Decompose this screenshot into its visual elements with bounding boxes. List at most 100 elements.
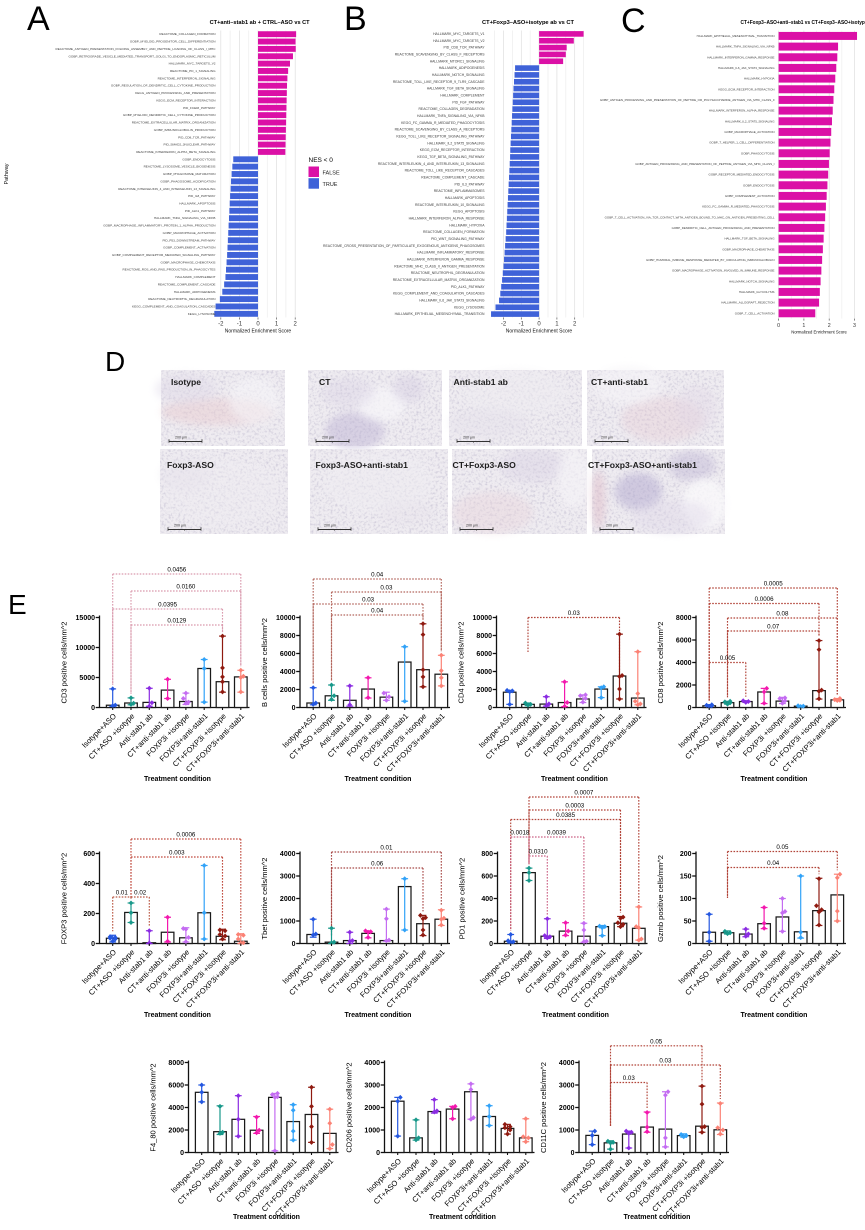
svg-text:Treatment condition: Treatment condition — [541, 776, 608, 783]
svg-text:0: 0 — [292, 705, 296, 712]
svg-text:3000: 3000 — [280, 873, 296, 880]
svg-text:0.01: 0.01 — [380, 845, 393, 852]
svg-text:2000: 2000 — [476, 687, 492, 694]
svg-text:Treatment condition: Treatment condition — [345, 776, 412, 783]
svg-text:PID_CD8_TCR_PATHWAY: PID_CD8_TCR_PATHWAY — [444, 46, 486, 50]
svg-text:Normalized Enrichment Score: Normalized Enrichment Score — [791, 330, 847, 335]
svg-text:0.04: 0.04 — [371, 572, 384, 579]
svg-text:HALLMARK_TNFA_SIGNALING_VIA_NF: HALLMARK_TNFA_SIGNALING_VIA_NFKB — [154, 216, 216, 220]
svg-text:HALLMARK_IL2_STAT5_SIGNALING: HALLMARK_IL2_STAT5_SIGNALING — [725, 119, 775, 123]
svg-text:CD3 positive cells/mm^2: CD3 positive cells/mm^2 — [60, 622, 69, 704]
svg-text:200 μm: 200 μm — [606, 524, 618, 528]
svg-text:6000: 6000 — [280, 651, 296, 658]
svg-text:0: 0 — [180, 1150, 184, 1157]
svg-text:GOBP_COMPLEMENT_ACTIVATION: GOBP_COMPLEMENT_ACTIVATION — [725, 194, 775, 198]
svg-text:CT+Foxp3–ASO+isotype ab vs CT: CT+Foxp3–ASO+isotype ab vs CT — [482, 20, 575, 26]
svg-text:HALLMARK_HYPOXIA: HALLMARK_HYPOXIA — [744, 77, 775, 81]
svg-text:0.0018: 0.0018 — [510, 830, 529, 837]
svg-text:NES < 0: NES < 0 — [309, 157, 334, 164]
svg-text:HALLMARK_INTERFERON_ALPHA_RESP: HALLMARK_INTERFERON_ALPHA_RESPONSE — [409, 217, 486, 221]
svg-text:0.03: 0.03 — [380, 585, 393, 592]
svg-text:Anti-stab1 ab: Anti-stab1 ab — [454, 377, 508, 387]
svg-text:0: 0 — [571, 1150, 575, 1157]
svg-text:1000: 1000 — [559, 1127, 575, 1134]
svg-text:REACTOME_NEUTROPHIL_DEGRANULAT: REACTOME_NEUTROPHIL_DEGRANULATION — [411, 271, 485, 275]
svg-text:0: 0 — [688, 705, 692, 712]
svg-text:Treatment condition: Treatment condition — [345, 1012, 412, 1019]
svg-text:TRUE: TRUE — [323, 182, 338, 188]
svg-text:5000: 5000 — [79, 675, 95, 682]
svg-text:GOBP_MYELOID_PROGENITOR_CELL_D: GOBP_MYELOID_PROGENITOR_CELL_DIFFERENTIA… — [130, 40, 216, 44]
svg-text:0.0005: 0.0005 — [764, 581, 783, 588]
svg-text:Treatment condition: Treatment condition — [144, 776, 211, 783]
svg-text:REACTOME_COLLAGEN_FORMATION: REACTOME_COLLAGEN_FORMATION — [423, 230, 485, 234]
svg-text:HALLMARK_INFLAMMATORY_RESPONSE: HALLMARK_INFLAMMATORY_RESPONSE — [417, 251, 485, 255]
svg-text:GOBP_MACROPHAGE_CHEMOTAXIS: GOBP_MACROPHAGE_CHEMOTAXIS — [161, 260, 216, 264]
svg-text:HALLMARK_ALLOGRAFT_REJECTION: HALLMARK_ALLOGRAFT_REJECTION — [721, 301, 774, 305]
svg-text:HALLMARK_IL6_JAK_STAT3_SIGNALI: HALLMARK_IL6_JAK_STAT3_SIGNALING — [718, 66, 775, 70]
svg-text:PID_ALK1_PATHWAY: PID_ALK1_PATHWAY — [185, 209, 216, 213]
svg-text:0.04: 0.04 — [767, 860, 780, 867]
svg-text:200 μm: 200 μm — [175, 436, 187, 440]
svg-text:2000: 2000 — [559, 1105, 575, 1112]
svg-text:D: D — [105, 346, 125, 377]
svg-text:HALLMARK_TGF_BETA_SIGNALING: HALLMARK_TGF_BETA_SIGNALING — [427, 87, 485, 91]
svg-text:REACTOME_COLLAGEN_FORMATION: REACTOME_COLLAGEN_FORMATION — [159, 32, 215, 36]
svg-text:0.02: 0.02 — [134, 890, 147, 897]
svg-text:0.0007: 0.0007 — [574, 790, 593, 797]
svg-text:HALLMARK_MYC_TARGETS_V1: HALLMARK_MYC_TARGETS_V1 — [433, 32, 484, 36]
svg-text:GOBP_MACROPHAGE_ACTIVATION: GOBP_MACROPHAGE_ACTIVATION — [163, 231, 216, 235]
svg-text:REACTOME_TOLL_LIKE_RECEPTOR_9_: REACTOME_TOLL_LIKE_RECEPTOR_9_TLR9_CASCA… — [393, 80, 485, 84]
svg-text:HALLMARK_APOPTOSIS: HALLMARK_APOPTOSIS — [445, 196, 485, 200]
svg-text:HALLMARK_COMPLEMENT: HALLMARK_COMPLEMENT — [440, 94, 484, 98]
svg-text:Gzmb positive cells/mm^2: Gzmb positive cells/mm^2 — [656, 855, 665, 942]
svg-text:GOBP_REGULATION_OF_DENDRITIC_C: GOBP_REGULATION_OF_DENDRITIC_CELL_CYTOKI… — [111, 84, 216, 88]
svg-text:0.08: 0.08 — [776, 611, 789, 618]
svg-text:-1: -1 — [519, 322, 525, 328]
svg-text:-2: -2 — [218, 322, 224, 328]
svg-text:GOBP_COMPLEMENT_ACTIVATION: GOBP_COMPLEMENT_ACTIVATION — [163, 246, 215, 250]
svg-text:HALLMARK_EPITHELIAL_MESENCHYMA: HALLMARK_EPITHELIAL_MESENCHYMAL_TRANSITI… — [395, 312, 485, 316]
svg-text:3000: 3000 — [364, 1082, 380, 1089]
svg-text:200 μm: 200 μm — [322, 436, 334, 440]
svg-text:HALLMARK_NOTCH_SIGNALING: HALLMARK_NOTCH_SIGNALING — [729, 279, 775, 283]
svg-text:GOBP_ENDOCYTOSIS: GOBP_ENDOCYTOSIS — [182, 157, 215, 161]
svg-text:Treatment condition: Treatment condition — [144, 1012, 211, 1019]
svg-text:Treatment condition: Treatment condition — [429, 1214, 496, 1221]
svg-text:15000: 15000 — [76, 615, 96, 622]
svg-text:KEGG_ECM_RECEPTOR_INTERACTION: KEGG_ECM_RECEPTOR_INTERACTION — [718, 87, 774, 91]
svg-text:150: 150 — [680, 873, 692, 880]
svg-text:0.04: 0.04 — [371, 608, 384, 615]
svg-text:400: 400 — [83, 881, 95, 888]
svg-text:REACTOME_INTERFERON_ALPHA_BETA: REACTOME_INTERFERON_ALPHA_BETA_SIGNALING — [136, 150, 216, 154]
svg-text:REACTOME_CROSS_PRESENTATION_OF: REACTOME_CROSS_PRESENTATION_OF_PARTICULA… — [323, 244, 485, 248]
svg-text:3000: 3000 — [559, 1082, 575, 1089]
svg-text:100: 100 — [680, 896, 692, 903]
svg-text:-2: -2 — [501, 322, 507, 328]
svg-text:KEGG_TOLL_LIKE_RECEPTOR_SIGNAL: KEGG_TOLL_LIKE_RECEPTOR_SIGNALING_PATHWA… — [396, 135, 485, 139]
svg-text:GOBP_T_CELL_ACTIVATION_VIA_TCR: GOBP_T_CELL_ACTIVATION_VIA_TCR_CONTACT_W… — [605, 215, 775, 219]
svg-text:KEGG_ECM_RECEPTOR_INTERACTION: KEGG_ECM_RECEPTOR_INTERACTION — [156, 99, 215, 103]
svg-text:0.0310: 0.0310 — [529, 849, 548, 856]
svg-text:GOBP_COMPLEMENT_RECEPTOR_MEDIA: GOBP_COMPLEMENT_RECEPTOR_MEDIATED_SIGNAL… — [112, 253, 216, 257]
svg-text:HALLMARK_INTERFERON_ALPHA_RESP: HALLMARK_INTERFERON_ALPHA_RESPONSE — [709, 109, 775, 113]
svg-text:Foxp3-ASO: Foxp3-ASO — [167, 460, 214, 470]
svg-text:GOBP_RETROGRADE_VESICLE_MEDIAT: GOBP_RETROGRADE_VESICLE_MEDIATED_TRANSPO… — [69, 54, 216, 58]
svg-text:CT+Foxp3–ASO+anti–stab1 vs CT+: CT+Foxp3–ASO+anti–stab1 vs CT+Foxp3–ASO+… — [741, 20, 865, 26]
svg-text:REACTOME_EXTRACELLULAR_MATRIX_: REACTOME_EXTRACELLULAR_MATRIX_ORGANIZATI… — [393, 278, 485, 282]
svg-text:Pathway: Pathway — [4, 163, 10, 184]
svg-text:C: C — [621, 2, 646, 40]
svg-text:PD1 positive cells/mm^2: PD1 positive cells/mm^2 — [458, 858, 467, 939]
svg-text:200 μm: 200 μm — [174, 524, 186, 528]
svg-text:GOBP_T_CELL_ACTIVATION: GOBP_T_CELL_ACTIVATION — [735, 311, 775, 315]
svg-text:Treatment condition: Treatment condition — [233, 1214, 300, 1221]
svg-text:KEGG_ECM_RECEPTOR_INTERACTION: KEGG_ECM_RECEPTOR_INTERACTION — [420, 148, 485, 152]
svg-text:HALLMARK_MTORC1_SIGNALING: HALLMARK_MTORC1_SIGNALING — [430, 59, 485, 63]
svg-text:10000: 10000 — [276, 615, 296, 622]
svg-text:0.03: 0.03 — [568, 610, 581, 617]
svg-text:200 μm: 200 μm — [466, 524, 478, 528]
svg-text:200 μm: 200 μm — [324, 524, 336, 528]
svg-text:Treatment condition: Treatment condition — [542, 1012, 609, 1019]
svg-text:REACTOME_INFLAMMASOMES: REACTOME_INFLAMMASOMES — [434, 189, 486, 193]
svg-text:Isotype: Isotype — [171, 377, 201, 387]
